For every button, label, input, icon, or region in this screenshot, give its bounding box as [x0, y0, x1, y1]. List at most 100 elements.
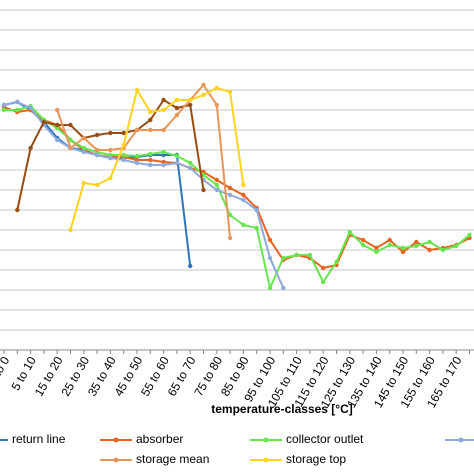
point	[174, 112, 180, 118]
series-line	[4, 104, 471, 292]
point	[294, 252, 299, 258]
point	[201, 82, 206, 88]
point	[108, 130, 113, 136]
point	[28, 105, 33, 111]
point	[121, 152, 126, 158]
point	[15, 99, 20, 105]
point	[201, 187, 206, 193]
point	[15, 107, 20, 113]
point	[334, 259, 339, 265]
point	[254, 225, 259, 231]
legend-marker	[113, 457, 119, 463]
point	[161, 127, 166, 133]
point	[400, 245, 406, 251]
point	[161, 107, 166, 113]
point	[241, 222, 246, 228]
point	[68, 137, 73, 143]
point	[68, 145, 73, 151]
point	[281, 285, 286, 291]
point	[227, 235, 233, 241]
point	[454, 243, 459, 249]
point	[227, 212, 233, 218]
point	[387, 242, 392, 248]
point	[121, 157, 126, 163]
point	[161, 149, 166, 155]
point	[241, 192, 246, 198]
point	[148, 127, 153, 133]
legend-marker	[458, 437, 464, 443]
point	[94, 182, 100, 188]
point	[174, 160, 180, 166]
point	[360, 242, 366, 248]
point	[227, 185, 233, 191]
point	[347, 229, 352, 235]
point	[214, 177, 219, 183]
point	[94, 132, 100, 138]
point	[321, 279, 326, 285]
point	[108, 155, 113, 161]
point	[68, 227, 73, 233]
legend-marker	[263, 457, 269, 463]
point	[201, 92, 206, 98]
point	[214, 85, 219, 91]
point	[174, 105, 180, 111]
point	[214, 102, 219, 108]
legend-marker	[113, 437, 119, 443]
legend-label: collector outlet	[286, 432, 364, 446]
point	[227, 192, 233, 198]
point	[1, 102, 7, 108]
point	[214, 187, 219, 193]
point	[15, 207, 20, 213]
point	[121, 130, 126, 136]
point	[188, 263, 193, 269]
point	[267, 285, 273, 291]
point	[360, 237, 366, 243]
point	[161, 97, 166, 103]
point	[94, 152, 100, 158]
point	[55, 107, 60, 113]
point	[174, 153, 180, 159]
legend-label: absorber	[136, 432, 183, 446]
point	[188, 102, 193, 108]
point	[241, 182, 246, 188]
point	[427, 247, 432, 253]
point	[121, 142, 126, 148]
point	[148, 117, 153, 123]
point	[81, 145, 87, 151]
series-line	[3, 100, 285, 289]
point	[374, 249, 379, 255]
point	[134, 160, 140, 166]
point	[188, 160, 193, 166]
point	[108, 147, 113, 153]
point	[81, 149, 87, 155]
point	[188, 165, 193, 171]
series-line	[56, 83, 232, 239]
point	[134, 127, 140, 133]
point	[161, 162, 166, 168]
point	[374, 245, 379, 251]
point	[427, 239, 432, 245]
point	[188, 97, 193, 103]
point	[108, 175, 113, 181]
legend-label: storage mean	[136, 452, 209, 466]
point	[148, 151, 153, 157]
legend-marker	[263, 437, 269, 443]
x-axis-title: temperature-classes [°C]	[211, 402, 353, 416]
point	[174, 97, 180, 103]
point	[81, 135, 87, 141]
point	[41, 119, 47, 125]
point	[321, 265, 326, 271]
point	[267, 255, 273, 261]
point	[81, 180, 87, 186]
point	[55, 137, 60, 143]
point	[281, 255, 286, 261]
point	[440, 247, 446, 253]
series-line	[3, 106, 470, 270]
point	[148, 157, 153, 163]
point	[1, 107, 7, 113]
point	[55, 122, 60, 128]
point	[400, 249, 406, 255]
point	[267, 237, 273, 243]
point	[148, 109, 153, 115]
